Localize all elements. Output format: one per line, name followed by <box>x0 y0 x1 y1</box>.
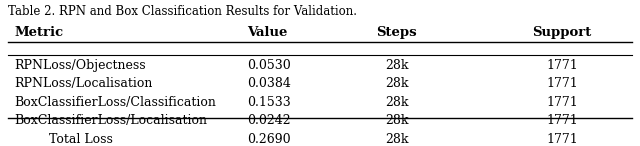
Text: 0.0242: 0.0242 <box>246 114 291 127</box>
Text: BoxClassifierLoss/Classification: BoxClassifierLoss/Classification <box>14 96 216 109</box>
Text: 1771: 1771 <box>547 114 578 127</box>
Text: 1771: 1771 <box>547 96 578 109</box>
Text: 28k: 28k <box>385 96 408 109</box>
Text: BoxClassifierLoss/Localisation: BoxClassifierLoss/Localisation <box>14 114 207 127</box>
Text: Total Loss: Total Loss <box>49 133 113 146</box>
Text: 28k: 28k <box>385 133 408 146</box>
Text: Metric: Metric <box>14 26 63 39</box>
Text: 28k: 28k <box>385 59 408 72</box>
Text: RPNLoss/Localisation: RPNLoss/Localisation <box>14 77 152 90</box>
Text: Steps: Steps <box>376 26 417 39</box>
Text: 0.0384: 0.0384 <box>246 77 291 90</box>
Text: 28k: 28k <box>385 114 408 127</box>
Text: 0.1533: 0.1533 <box>246 96 291 109</box>
Text: 1771: 1771 <box>547 59 578 72</box>
Text: 1771: 1771 <box>547 133 578 146</box>
Text: 0.2690: 0.2690 <box>246 133 291 146</box>
Text: Support: Support <box>532 26 592 39</box>
Text: RPNLoss/Objectness: RPNLoss/Objectness <box>14 59 146 72</box>
Text: 0.0530: 0.0530 <box>246 59 291 72</box>
Text: Value: Value <box>246 26 287 39</box>
Text: Table 2. RPN and Box Classification Results for Validation.: Table 2. RPN and Box Classification Resu… <box>8 5 356 18</box>
Text: 1771: 1771 <box>547 77 578 90</box>
Text: 28k: 28k <box>385 77 408 90</box>
